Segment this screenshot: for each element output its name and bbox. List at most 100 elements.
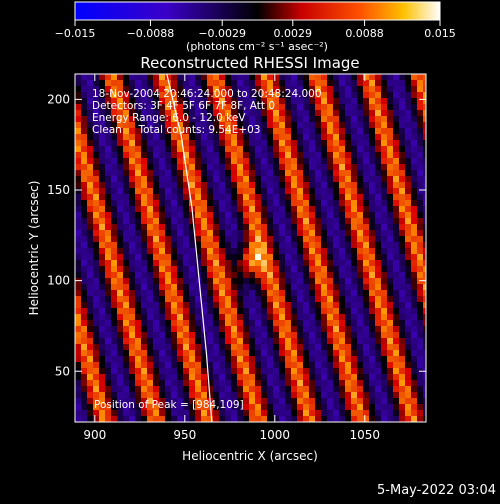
heatmap-cell [363, 242, 370, 249]
heatmap-cell [99, 104, 106, 111]
heatmap-cell [171, 200, 178, 207]
heatmap-cell [279, 242, 286, 249]
heatmap-cell [411, 368, 418, 375]
heatmap-cell [213, 362, 220, 369]
heatmap-cell [345, 200, 352, 207]
heatmap-cell [309, 128, 316, 135]
heatmap-cell [261, 374, 268, 381]
heatmap-cell [231, 92, 238, 99]
heatmap-cell [117, 368, 124, 375]
heatmap-cell [291, 350, 298, 357]
heatmap-cell [357, 128, 364, 135]
heatmap-cell [231, 302, 238, 309]
heatmap-cell [339, 302, 346, 309]
heatmap-cell [201, 272, 208, 279]
heatmap-cell [417, 74, 424, 81]
heatmap-cell [75, 230, 82, 237]
heatmap-cell [165, 176, 172, 183]
heatmap-cell [195, 368, 202, 375]
heatmap-cell [213, 386, 220, 393]
heatmap-cell [105, 158, 112, 165]
heatmap-cell [417, 122, 424, 129]
heatmap-cell [303, 302, 310, 309]
heatmap-cell [141, 194, 148, 201]
heatmap-cell [267, 218, 274, 225]
heatmap-cell [249, 230, 256, 237]
heatmap-cell [399, 146, 406, 153]
heatmap-cell [411, 272, 418, 279]
heatmap-cell [339, 134, 346, 141]
heatmap-cell [75, 416, 82, 422]
heatmap-cell [345, 404, 352, 411]
heatmap-cell [171, 134, 178, 141]
heatmap-cell [87, 242, 94, 249]
heatmap-cell [195, 152, 202, 159]
heatmap-cell [99, 116, 106, 123]
heatmap-cell [117, 140, 124, 147]
heatmap-cell [279, 188, 286, 195]
heatmap-cell [105, 248, 112, 255]
heatmap-cell [267, 176, 274, 183]
heatmap-cell [243, 368, 250, 375]
heatmap-cell [381, 272, 388, 279]
heatmap-cell [93, 314, 100, 321]
heatmap-cell [297, 218, 304, 225]
heatmap-cell [81, 284, 88, 291]
heatmap-cell [345, 224, 352, 231]
heatmap-cell [225, 242, 232, 249]
heatmap-cell [381, 410, 388, 417]
heatmap-cell [387, 128, 394, 135]
heatmap-cell [381, 374, 388, 381]
heatmap-cell [159, 302, 166, 309]
heatmap-cell [321, 320, 328, 327]
heatmap-cell [393, 122, 400, 129]
heatmap-cell [123, 122, 130, 129]
heatmap-cell [393, 416, 400, 422]
heatmap-cell [297, 350, 304, 357]
heatmap-cell [159, 206, 166, 213]
heatmap-cell [387, 86, 394, 93]
heatmap-cell [189, 374, 196, 381]
heatmap-cell [237, 398, 244, 405]
heatmap-cell [255, 248, 262, 255]
heatmap-cell [213, 74, 220, 81]
heatmap-cell [105, 332, 112, 339]
heatmap-cell [411, 320, 418, 327]
heatmap-cell [255, 80, 262, 87]
heatmap-cell [93, 146, 100, 153]
heatmap-cell [273, 368, 280, 375]
heatmap-cell [183, 212, 190, 219]
heatmap-cell [75, 146, 82, 153]
heatmap-cell [333, 320, 340, 327]
heatmap-cell [303, 146, 310, 153]
heatmap-cell [249, 92, 256, 99]
heatmap-cell [327, 104, 334, 111]
heatmap-cell [111, 122, 118, 129]
heatmap-cell [255, 344, 262, 351]
heatmap-cell [105, 206, 112, 213]
heatmap-cell [309, 374, 316, 381]
heatmap-cell [135, 332, 142, 339]
heatmap-cell [129, 236, 136, 243]
heatmap-cell [117, 170, 124, 177]
heatmap-cell [141, 146, 148, 153]
heatmap-cell [273, 296, 280, 303]
heatmap-cell [159, 386, 166, 393]
heatmap-cell [405, 284, 412, 291]
heatmap-cell [213, 98, 220, 105]
heatmap-cell [219, 314, 226, 321]
heatmap-cell [423, 272, 426, 279]
annotation-clean: Clean Total counts: 9.54E+03 [92, 124, 261, 136]
heatmap-cell [87, 200, 94, 207]
heatmap-cell [135, 374, 142, 381]
heatmap-cell [111, 98, 118, 105]
heatmap-cell [279, 164, 286, 171]
heatmap-cell [237, 206, 244, 213]
heatmap-cell [117, 164, 124, 171]
heatmap-cell [381, 338, 388, 345]
heatmap-cell [99, 290, 106, 297]
heatmap-cell [333, 296, 340, 303]
heatmap-cell [219, 188, 226, 195]
heatmap-cell [177, 110, 184, 117]
heatmap-cell [243, 362, 250, 369]
